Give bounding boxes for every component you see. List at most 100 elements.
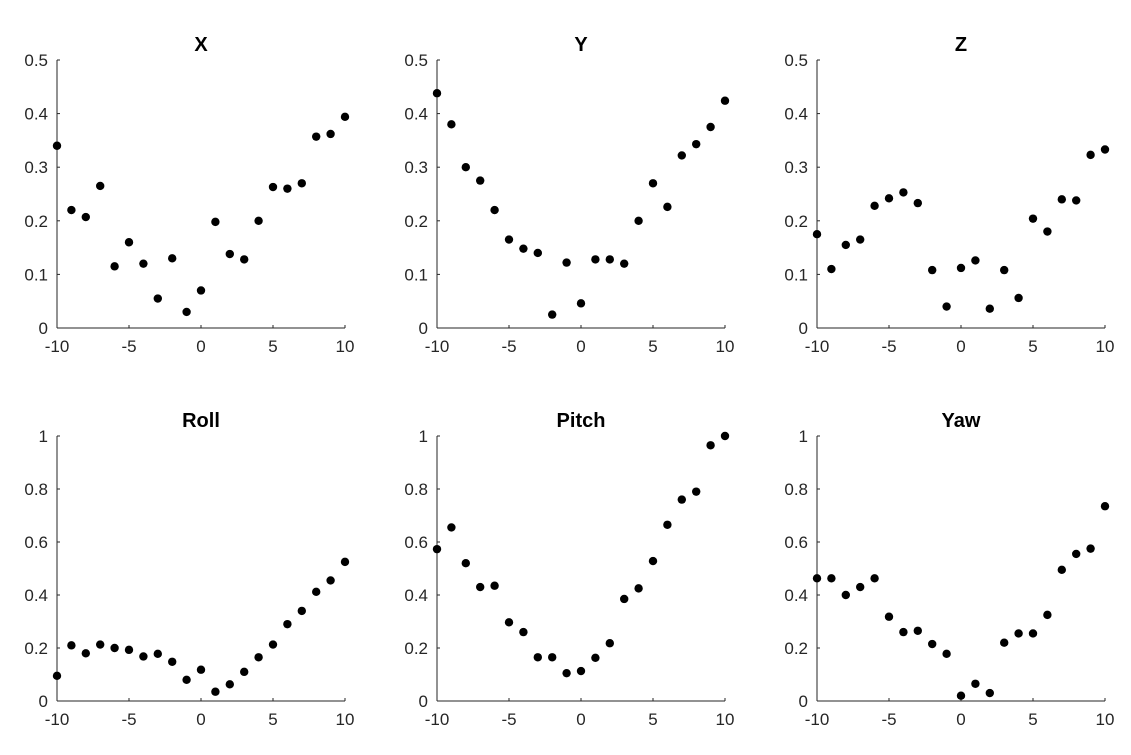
y-tick-label: 0 xyxy=(419,692,428,711)
data-point xyxy=(841,590,850,600)
x-tick-label: -10 xyxy=(805,710,830,729)
y-tick-label: 0.2 xyxy=(404,639,428,658)
y-tick-label: 0.1 xyxy=(404,265,428,284)
data-point xyxy=(124,238,134,247)
y-tick-label: 0.8 xyxy=(404,480,428,499)
data-point xyxy=(899,188,908,197)
data-point xyxy=(1072,196,1081,205)
subplot-title: Z xyxy=(955,34,967,56)
data-point xyxy=(1057,195,1067,204)
data-point xyxy=(447,120,456,129)
data-point xyxy=(648,556,658,566)
y-tick-label: 0.4 xyxy=(784,105,808,124)
x-tick-label: -5 xyxy=(121,710,136,729)
y-tick-label: 0.8 xyxy=(24,480,48,499)
data-point xyxy=(591,255,600,264)
data-point xyxy=(956,691,966,700)
data-point xyxy=(692,139,701,149)
x-tick-label: -10 xyxy=(425,710,450,729)
data-point xyxy=(326,576,335,585)
y-tick-label: 0.4 xyxy=(784,586,808,605)
y-tick-label: 0 xyxy=(799,319,808,338)
x-tick-label: -10 xyxy=(805,337,830,356)
data-point xyxy=(168,254,177,263)
data-point xyxy=(153,294,162,303)
data-point xyxy=(677,151,686,160)
y-tick-label: 0.5 xyxy=(24,51,48,70)
x-tick-label: 0 xyxy=(576,710,585,729)
data-point xyxy=(225,680,234,689)
x-tick-label: 10 xyxy=(1096,710,1115,729)
data-point xyxy=(1043,610,1052,620)
y-tick-label: 0.1 xyxy=(784,265,808,284)
data-point xyxy=(476,582,485,592)
subplot-x: X -10 -5 0 5 10 0 0.1 0.2 0.3 0.4 0.5 xyxy=(24,34,354,356)
data-point xyxy=(225,249,234,259)
x-tick-label: 10 xyxy=(716,710,735,729)
y-tick-label: 0.3 xyxy=(404,158,428,177)
data-point xyxy=(340,557,350,567)
x-tick-label: 10 xyxy=(336,710,355,729)
x-tick-label: -10 xyxy=(425,337,450,356)
data-point xyxy=(196,286,206,295)
x-tick-label: -5 xyxy=(501,337,516,356)
data-point xyxy=(985,304,994,313)
x-tick-label: 5 xyxy=(268,337,277,356)
data-point xyxy=(461,559,470,568)
data-point xyxy=(692,487,701,496)
x-tick-label: -10 xyxy=(45,710,70,729)
y-tick-label: 0.2 xyxy=(404,212,428,231)
y-tick-label: 0.5 xyxy=(784,51,808,70)
data-point xyxy=(432,89,442,98)
data-point xyxy=(1057,565,1067,575)
data-point xyxy=(519,627,528,637)
y-tick-label: 0.4 xyxy=(404,586,428,605)
data-point xyxy=(1100,145,1110,154)
data-point xyxy=(884,194,894,203)
data-point xyxy=(985,688,994,698)
subplot-title: Roll xyxy=(182,410,220,432)
y-tick-label: 0.6 xyxy=(784,533,808,552)
y-tick-label: 0 xyxy=(39,692,48,711)
x-tick-label: 5 xyxy=(268,710,277,729)
x-tick-label: 10 xyxy=(1096,337,1115,356)
data-point xyxy=(110,643,119,653)
y-tick-label: 1 xyxy=(799,427,808,446)
data-point xyxy=(634,216,643,225)
data-point xyxy=(447,523,456,532)
data-point xyxy=(827,264,836,274)
y-tick-label: 0.1 xyxy=(24,265,48,284)
y-tick-label: 0.8 xyxy=(784,480,808,499)
data-point xyxy=(490,205,499,215)
data-point xyxy=(870,201,879,210)
data-point xyxy=(283,184,292,193)
data-point xyxy=(476,176,485,185)
data-point xyxy=(942,649,951,659)
data-point xyxy=(648,179,658,188)
data-point xyxy=(971,679,980,688)
x-tick-label: -10 xyxy=(45,337,70,356)
data-point xyxy=(706,122,715,132)
data-point xyxy=(576,666,586,676)
x-tick-label: -5 xyxy=(121,337,136,356)
data-point xyxy=(913,626,922,635)
data-point xyxy=(663,202,672,212)
data-point xyxy=(490,581,499,590)
subplot-title: Yaw xyxy=(942,410,981,432)
data-point xyxy=(110,262,119,271)
data-point xyxy=(562,258,571,267)
data-point xyxy=(519,244,528,253)
x-tick-label: 0 xyxy=(576,337,585,356)
data-point xyxy=(168,657,177,666)
y-tick-label: 0.6 xyxy=(24,533,48,552)
data-point xyxy=(533,653,542,662)
data-point xyxy=(96,640,105,649)
data-point xyxy=(504,235,514,244)
data-point xyxy=(139,259,148,268)
subplot-title: Pitch xyxy=(557,410,606,432)
data-point xyxy=(720,431,730,441)
data-point xyxy=(240,255,249,264)
data-point xyxy=(67,205,76,215)
data-point xyxy=(52,671,62,681)
data-point xyxy=(576,299,586,308)
